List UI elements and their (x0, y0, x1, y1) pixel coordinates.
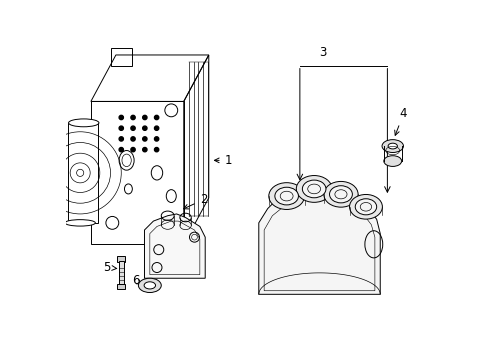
Ellipse shape (68, 119, 99, 127)
Circle shape (131, 115, 135, 120)
Ellipse shape (268, 183, 304, 210)
Polygon shape (258, 184, 380, 294)
Bar (117, 256, 125, 262)
Bar (117, 284, 125, 289)
Circle shape (154, 115, 159, 120)
Text: 5: 5 (103, 261, 117, 274)
Circle shape (142, 137, 147, 141)
Circle shape (154, 148, 159, 152)
Ellipse shape (387, 143, 397, 149)
Circle shape (142, 115, 147, 120)
Circle shape (154, 137, 159, 141)
Ellipse shape (323, 181, 357, 207)
Text: 3: 3 (319, 46, 326, 59)
Ellipse shape (274, 187, 298, 205)
Ellipse shape (302, 180, 325, 198)
Text: 2: 2 (183, 193, 207, 209)
Text: 1: 1 (214, 154, 232, 167)
Ellipse shape (381, 140, 403, 153)
Ellipse shape (354, 199, 376, 215)
Circle shape (142, 148, 147, 152)
Circle shape (131, 126, 135, 130)
Ellipse shape (296, 176, 331, 202)
Circle shape (119, 148, 123, 152)
Text: 6: 6 (132, 274, 142, 287)
Polygon shape (67, 123, 98, 223)
Ellipse shape (138, 278, 161, 293)
Circle shape (131, 137, 135, 141)
Circle shape (119, 115, 123, 120)
Ellipse shape (144, 282, 155, 289)
Circle shape (142, 126, 147, 130)
Polygon shape (144, 214, 205, 278)
Ellipse shape (65, 220, 95, 226)
Circle shape (119, 137, 123, 141)
Ellipse shape (383, 156, 401, 166)
Bar (118, 261, 124, 285)
Circle shape (154, 126, 159, 130)
Ellipse shape (329, 186, 352, 203)
Text: 4: 4 (394, 107, 407, 135)
Ellipse shape (349, 194, 382, 219)
Circle shape (119, 126, 123, 130)
Circle shape (131, 148, 135, 152)
